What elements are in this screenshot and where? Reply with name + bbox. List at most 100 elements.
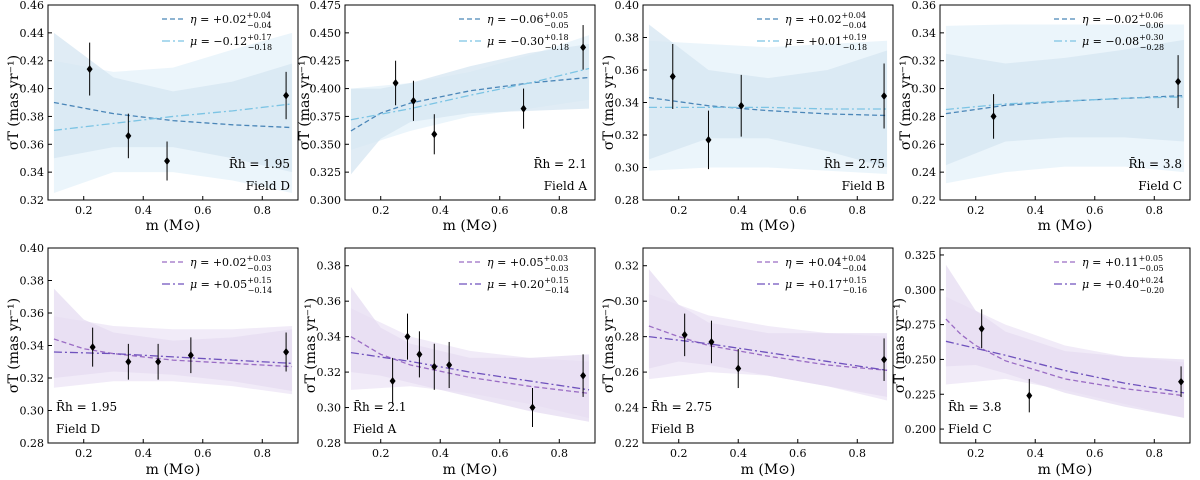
legend-equals: = bbox=[197, 13, 213, 26]
y-tick-label: 0.40 bbox=[20, 242, 45, 255]
data-point bbox=[164, 157, 171, 165]
y-tick-label: 0.34 bbox=[317, 331, 342, 344]
y-tick-label: 0.32 bbox=[615, 129, 640, 142]
x-tick-label: 0.8 bbox=[849, 447, 867, 460]
legend-upper-error: +0.04 bbox=[842, 254, 867, 263]
legend-symbol: η bbox=[1082, 256, 1089, 269]
legend-mu-entry: μ = +0.05+0.15 −0.14 bbox=[190, 276, 272, 295]
data-point bbox=[392, 79, 399, 87]
data-point bbox=[125, 357, 132, 366]
panel-top-field-d: 0.2 0.4 0.6 0.8 0.32 0.34 0.36 0.38 0.40 0.42 0.44… bbox=[6, 0, 299, 234]
y-tick-label: 0.26 bbox=[615, 366, 640, 379]
rh-annotation: R̄h = 2.1 bbox=[353, 399, 407, 414]
legend-equals: = bbox=[1089, 278, 1105, 291]
x-tick-label: 0.4 bbox=[729, 447, 747, 460]
eta-fit-line bbox=[648, 96, 888, 117]
y-tick-label: 0.300 bbox=[310, 194, 342, 207]
legend-eta-entry: η = +0.02+0.03 −0.03 bbox=[190, 254, 272, 273]
data-point bbox=[86, 65, 93, 74]
x-tick-label: 0.6 bbox=[1086, 204, 1104, 217]
legend-upper-error: +0.05 bbox=[544, 11, 569, 20]
x-axis-label: m (M⊙) bbox=[1038, 218, 1093, 234]
rh-prefix: R̄h = bbox=[56, 399, 90, 414]
y-tick-label: 0.200 bbox=[905, 423, 937, 436]
eta-fit-line bbox=[53, 338, 293, 368]
legend-symbol: μ bbox=[487, 35, 494, 48]
y-tick-label: 0.275 bbox=[905, 319, 937, 332]
legend-value: −0.12 bbox=[213, 35, 247, 48]
rh-value: 2.75 bbox=[685, 400, 712, 414]
data-point bbox=[978, 324, 985, 333]
legend-value: +0.05 bbox=[213, 278, 247, 291]
rh-value: 2.1 bbox=[387, 400, 406, 414]
legend-eta-entry: η = +0.02+0.04 −0.04 bbox=[785, 11, 867, 30]
legend-value: +0.02 bbox=[213, 256, 247, 269]
field-label: Field D bbox=[246, 179, 290, 193]
y-axis-label: σT (mas yr⁻¹) bbox=[297, 55, 313, 150]
legend-equals: = bbox=[792, 256, 808, 269]
plot-area bbox=[648, 269, 888, 401]
x-tick-label: 0.2 bbox=[75, 204, 93, 217]
legend-value: +0.01 bbox=[808, 35, 842, 48]
plot-area bbox=[53, 32, 293, 194]
y-tick-label: 0.450 bbox=[310, 27, 342, 40]
x-tick-label: 0.6 bbox=[1086, 447, 1104, 460]
eta-fit-line bbox=[945, 94, 1185, 115]
legend-equals: = bbox=[1089, 35, 1105, 48]
legend-equals: = bbox=[197, 256, 213, 269]
legend-symbol: η bbox=[190, 256, 197, 269]
eta-uncertainty-band bbox=[350, 287, 590, 422]
field-label: Field B bbox=[842, 179, 886, 193]
plot-area bbox=[648, 24, 888, 174]
y-tick-label: 0.46 bbox=[20, 0, 45, 12]
y-tick-label: 0.28 bbox=[20, 437, 45, 450]
legend-symbol: η bbox=[785, 256, 792, 269]
x-axis-label: m (M⊙) bbox=[146, 462, 201, 478]
y-tick-label: 0.36 bbox=[912, 0, 937, 12]
mu-fit-line bbox=[648, 335, 888, 371]
legend-symbol: η bbox=[785, 13, 792, 26]
data-point bbox=[1178, 377, 1185, 386]
data-point bbox=[580, 371, 587, 380]
data-point bbox=[125, 131, 132, 140]
legend-equals: = bbox=[494, 278, 510, 291]
legend-symbol: η bbox=[1082, 13, 1089, 26]
legend-upper-error: +0.15 bbox=[544, 276, 569, 285]
y-tick-label: 0.40 bbox=[615, 0, 640, 12]
legend-lower-error: −0.14 bbox=[248, 286, 273, 295]
y-tick-label: 0.36 bbox=[20, 138, 45, 151]
field-label: Field C bbox=[948, 422, 992, 436]
eta-fit-line bbox=[350, 336, 590, 395]
y-tick-label: 0.28 bbox=[615, 194, 640, 207]
x-tick-label: 0.2 bbox=[967, 447, 985, 460]
legend-lower-error: −0.18 bbox=[843, 43, 868, 52]
rh-prefix: R̄h = bbox=[229, 156, 263, 171]
legend-equals: = bbox=[792, 35, 808, 48]
legend-symbol: η bbox=[487, 13, 494, 26]
y-tick-label: 0.34 bbox=[20, 166, 45, 179]
legend-eta-entry: η = −0.06+0.05 −0.05 bbox=[487, 11, 569, 30]
y-tick-label: 0.32 bbox=[615, 260, 640, 273]
x-tick-label: 0.4 bbox=[134, 447, 152, 460]
legend-value: −0.06 bbox=[510, 13, 544, 26]
y-axis-label: σT (mas yr⁻¹) bbox=[6, 298, 22, 393]
data-point bbox=[881, 355, 888, 364]
legend-mu-entry: μ = −0.12+0.17 −0.18 bbox=[190, 33, 272, 52]
y-tick-label: 0.24 bbox=[615, 402, 640, 415]
x-tick-label: 0.8 bbox=[254, 447, 272, 460]
y-tick-label: 0.350 bbox=[310, 138, 342, 151]
y-tick-label: 0.325 bbox=[905, 249, 937, 262]
rh-prefix: R̄h = bbox=[1128, 156, 1162, 171]
legend-value: −0.08 bbox=[1105, 35, 1139, 48]
rh-annotation: R̄h = 3.8 bbox=[948, 399, 1002, 414]
y-tick-label: 0.400 bbox=[310, 83, 342, 96]
y-tick-label: 0.32 bbox=[20, 372, 45, 385]
legend-upper-error: +0.30 bbox=[1139, 33, 1164, 42]
panel-bottom-field-a: 0.2 0.4 0.6 0.8 0.28 0.30 0.32 0.34 0.36 0.38 m (M… bbox=[303, 247, 596, 478]
rh-prefix: R̄h = bbox=[824, 156, 858, 171]
x-axis-label: m (M⊙) bbox=[146, 218, 201, 234]
x-tick-label: 0.2 bbox=[372, 447, 390, 460]
legend-upper-error: +0.19 bbox=[842, 33, 867, 42]
data-point bbox=[681, 330, 688, 339]
